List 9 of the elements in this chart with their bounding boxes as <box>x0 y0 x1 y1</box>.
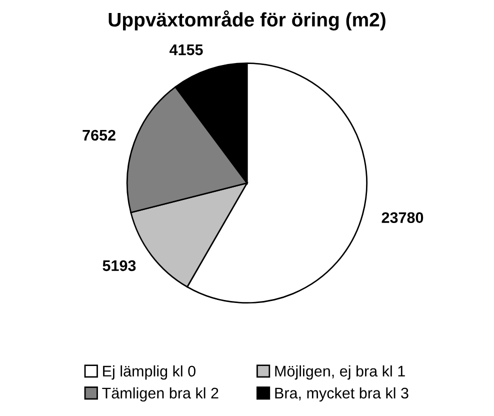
data-label: 5193 <box>102 260 136 272</box>
data-label: 7652 <box>82 130 116 141</box>
legend-label: Bra, mycket bra kl 3 <box>275 387 408 402</box>
legend-label: Ej lämplig kl 0 <box>103 365 196 380</box>
legend-label: Tämligen bra kl 2 <box>102 387 218 402</box>
legend-label: Möjligen, ej bra kl 1 <box>275 365 405 380</box>
chart-title: Uppväxtområde för öring (m2) <box>108 10 386 31</box>
data-label: 23780 <box>382 212 424 224</box>
data-label: 4155 <box>170 44 203 56</box>
